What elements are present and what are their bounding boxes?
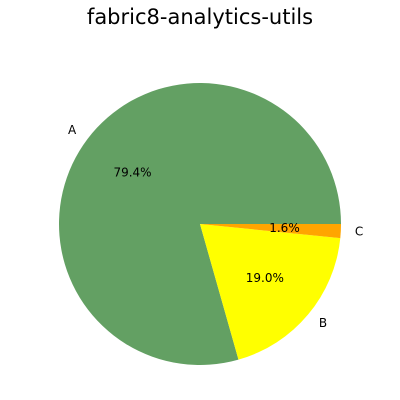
slice-label-a: A <box>68 123 77 137</box>
chart-title: fabric8-analytics-utils <box>87 5 313 29</box>
percent-label-c: 1.6% <box>269 221 300 235</box>
pie-labels: A 79.4% B 19.0% C 1.6% <box>68 123 363 330</box>
slice-label-b: B <box>319 316 327 330</box>
pie-slices <box>58 83 341 366</box>
pie-slice-b <box>200 224 341 360</box>
pie-slice-a <box>58 83 341 366</box>
percent-label-a: 79.4% <box>113 165 151 179</box>
percent-label-b: 19.0% <box>246 271 284 285</box>
slice-label-c: C <box>355 224 363 238</box>
pie-slice-c <box>200 224 341 239</box>
